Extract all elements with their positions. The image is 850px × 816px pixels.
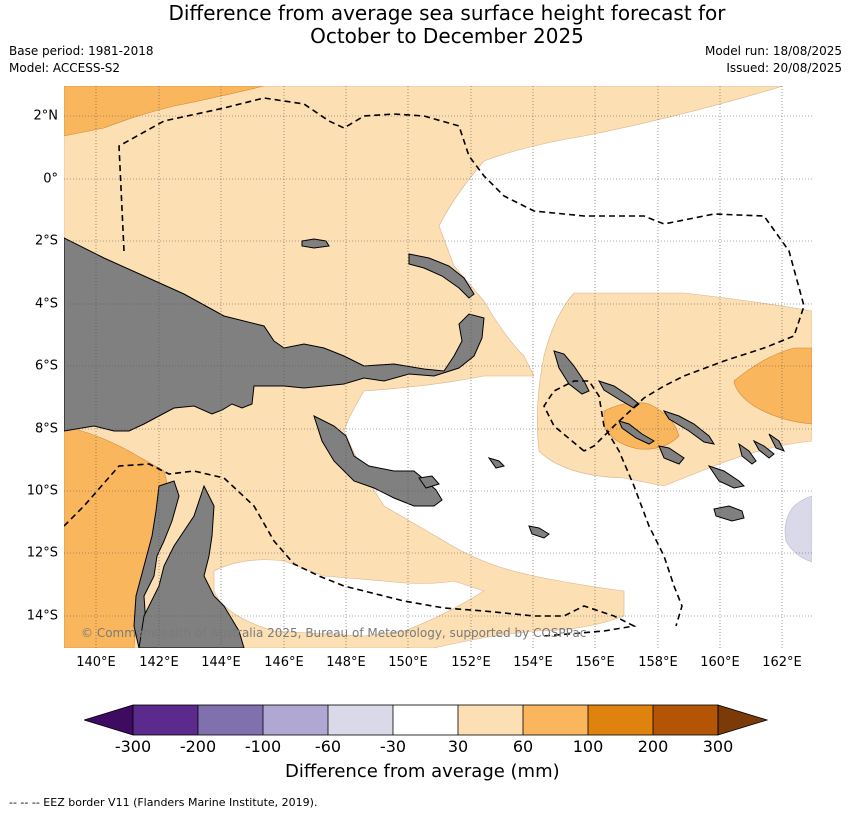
colorbar-cell-0 — [84, 704, 134, 736]
map-area — [64, 86, 812, 648]
new-ireland-land — [408, 253, 475, 299]
colorbar-tick-neg60: -60 — [314, 737, 342, 756]
lon-label-162e: 162°E — [762, 655, 802, 670]
anomaly-negative-east — [784, 495, 812, 563]
lat-label-10s: 10°S — [26, 483, 58, 499]
colorbar-cell-8 — [588, 705, 653, 735]
colorbar-cell-7 — [523, 705, 588, 735]
lon-label-144e: 144°E — [201, 655, 241, 670]
title-line-2: October to December 2025 — [310, 24, 584, 48]
trobriand-island — [487, 457, 505, 469]
new-georgia-island — [618, 420, 655, 445]
anomaly-60-100-north — [64, 86, 265, 137]
manus-island — [301, 238, 330, 249]
espiritu-santo-island — [713, 505, 745, 522]
lon-label-156e: 156°E — [575, 655, 615, 670]
graticule — [64, 86, 812, 648]
vanuatu-north-island — [752, 439, 775, 459]
colorbar-cell-5 — [393, 705, 458, 735]
louisiade-island — [528, 525, 550, 539]
model-run: Model run: 18/08/2025 — [704, 44, 842, 58]
eez-legend-note: -- -- -- EEZ border V11 (Flanders Marine… — [9, 796, 318, 809]
lat-label-14s: 14°S — [26, 608, 58, 624]
lon-label-142e: 142°E — [139, 655, 179, 670]
colorbar-tick-neg30: -30 — [379, 737, 407, 756]
lon-label-160e: 160°E — [700, 655, 740, 670]
vanuatu-south-island — [768, 433, 786, 452]
colorbar-tick-30: 30 — [447, 737, 469, 756]
colorbar-cell-6 — [458, 705, 523, 735]
neutral-pocket — [213, 559, 485, 637]
bougainville-island — [553, 350, 590, 395]
lat-label-2n: 2°N — [33, 108, 59, 124]
lat-label-8s: 8°S — [34, 421, 58, 437]
colorbar-cell-3 — [263, 705, 328, 735]
lon-label-154e: 154°E — [513, 655, 553, 670]
meta-left: Base period: 1981-2018 Model: ACCESS-S2 — [9, 43, 154, 77]
colorbar-cell-9 — [653, 705, 718, 735]
map-svg — [64, 86, 812, 648]
lon-label-140e: 140°E — [76, 655, 116, 670]
eez-border-png — [118, 97, 805, 452]
colorbar-cell-10 — [717, 704, 768, 736]
colorbar-outline — [132, 704, 719, 736]
guadalcanal-island — [658, 445, 685, 465]
dentrecasteaux-island — [418, 475, 440, 489]
lon-label-146e: 146°E — [264, 655, 304, 670]
colorbar-cell-1 — [133, 705, 198, 735]
colorbar-tick-neg300: -300 — [114, 737, 152, 756]
colorbar-tick-60: 60 — [512, 737, 534, 756]
colorbar-cell-4 — [328, 705, 393, 735]
lon-label-148e: 148°E — [326, 655, 366, 670]
colorbar-tick-200: 200 — [637, 737, 669, 756]
santa-isabel-island — [662, 410, 716, 445]
title-line-1: Difference from average sea surface heig… — [168, 1, 726, 25]
malaita-island — [738, 442, 757, 465]
colorbar — [84, 704, 768, 736]
lat-label-2s: 2°S — [34, 233, 58, 249]
eez-border-australia — [64, 463, 637, 637]
lat-label-6s: 6°S — [34, 358, 58, 374]
anomaly-30-60-region — [64, 86, 784, 648]
colorbar-title: Difference from average (mm) — [285, 761, 560, 782]
colorbar-cell-2 — [198, 705, 263, 735]
colorbar-tick-300: 300 — [702, 737, 734, 756]
lat-label-0: 0° — [43, 171, 58, 187]
base-period: Base period: 1981-2018 — [9, 44, 154, 58]
anomaly-60-100-east — [733, 347, 812, 425]
lat-label-12s: 12°S — [26, 545, 58, 561]
eez-border-solomon — [543, 380, 683, 627]
chart-title: Difference from average sea surface heig… — [0, 2, 850, 48]
australia-mainland-land — [138, 484, 245, 648]
colorbar-tick-100: 100 — [572, 737, 604, 756]
new-guinea-land — [64, 237, 485, 432]
lat-label-4s: 4°S — [34, 296, 58, 312]
meta-right: Model run: 18/08/2025 Issued: 20/08/2025 — [705, 43, 842, 77]
lon-label-150e: 150°E — [388, 655, 428, 670]
makira-island — [707, 465, 746, 489]
lon-label-158e: 158°E — [638, 655, 678, 670]
copyright-notice: © Commonwealth of Australia 2025, Bureau… — [81, 626, 587, 640]
colorbar-tick-neg200: -200 — [179, 737, 217, 756]
model-name: Model: ACCESS-S2 — [9, 61, 121, 75]
colorbar-dividers — [197, 705, 654, 735]
anomaly-30-60-solomon — [537, 292, 812, 487]
issued-date: Issued: 20/08/2025 — [726, 61, 842, 75]
colorbar-tick-neg100: -100 — [244, 737, 282, 756]
lon-label-152e: 152°E — [451, 655, 491, 670]
papuan-peninsula-land — [313, 415, 443, 507]
